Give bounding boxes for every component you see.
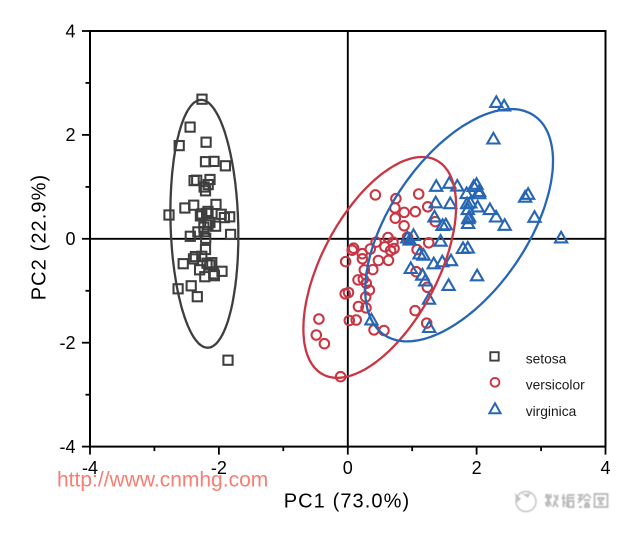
svg-text:PC1 (73.0%): PC1 (73.0%) <box>284 491 411 513</box>
svg-text:PC2 (22.9%): PC2 (22.9%) <box>29 174 51 301</box>
svg-text:4: 4 <box>65 21 75 41</box>
svg-text:setosa: setosa <box>526 351 567 366</box>
svg-text:2: 2 <box>472 458 482 478</box>
svg-text:virginica: virginica <box>526 404 577 419</box>
svg-text:versicolor: versicolor <box>526 378 585 393</box>
svg-text:-4: -4 <box>82 458 98 478</box>
svg-text:4: 4 <box>600 458 610 478</box>
svg-text:http://www.cnmhg.com: http://www.cnmhg.com <box>57 469 268 492</box>
svg-text:2: 2 <box>65 125 75 145</box>
svg-text:-4: -4 <box>59 437 75 457</box>
svg-text:-2: -2 <box>211 458 227 478</box>
svg-text:0: 0 <box>343 458 353 478</box>
svg-text:-2: -2 <box>59 333 75 353</box>
svg-text:0: 0 <box>65 229 75 249</box>
